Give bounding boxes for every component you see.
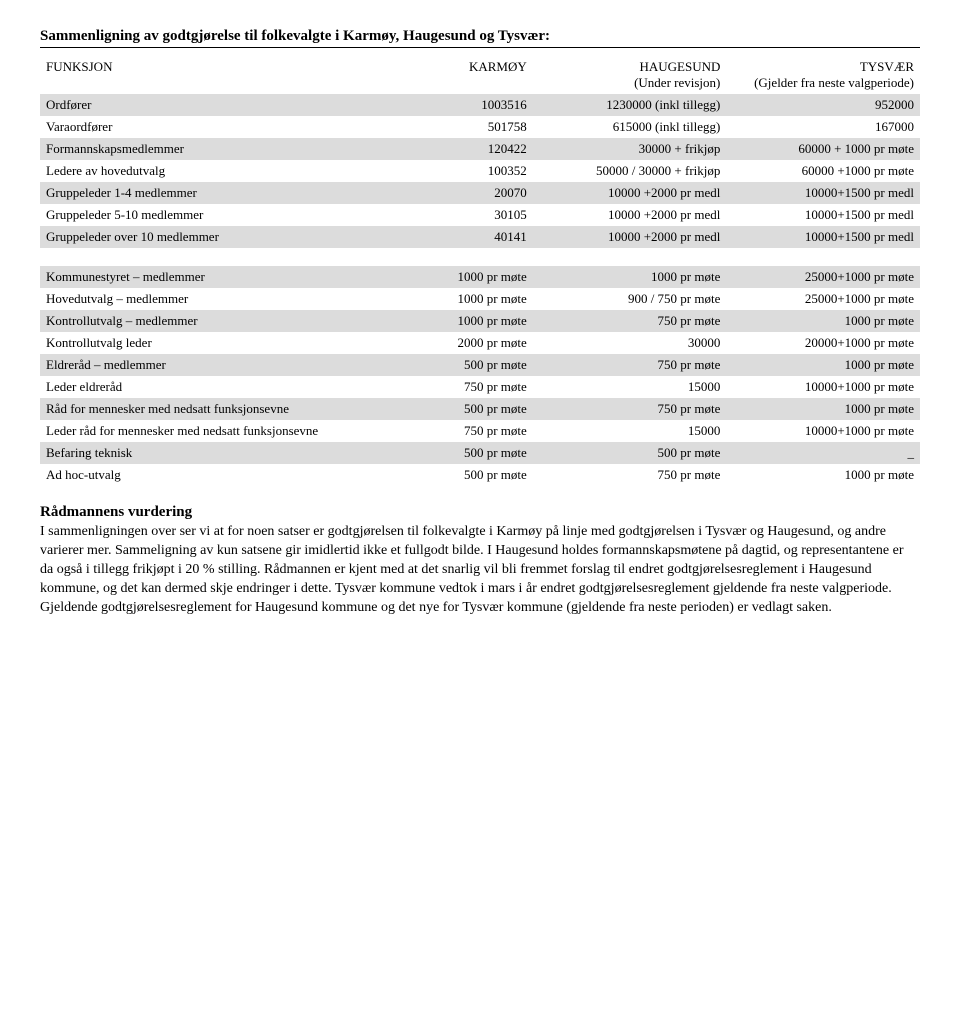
table-cell: 615000 (inkl tillegg) [533, 116, 727, 138]
table-cell: 501758 [410, 116, 533, 138]
comparison-table-1: FUNKSJON KARMØY HAUGESUND (Under revisjo… [40, 56, 920, 248]
col-tysvar: TYSVÆR (Gjelder fra neste valgperiode) [726, 56, 920, 94]
table-cell: 30000 + frikjøp [533, 138, 727, 160]
table-cell: 750 pr møte [533, 354, 727, 376]
table-cell: 1230000 (inkl tillegg) [533, 94, 727, 116]
table-cell: Hovedutvalg – medlemmer [40, 288, 410, 310]
table-cell: Ad hoc-utvalg [40, 464, 410, 486]
table-cell: Leder råd for mennesker med nedsatt funk… [40, 420, 410, 442]
table-cell: 1000 pr møte [726, 398, 920, 420]
table-cell: Kontrollutvalg leder [40, 332, 410, 354]
table-cell: 15000 [533, 420, 727, 442]
table-cell: 10000 +2000 pr medl [533, 226, 727, 248]
table-cell: 1000 pr møte [410, 310, 533, 332]
table-cell: 30105 [410, 204, 533, 226]
assessment-body: I sammenligningen over ser vi at for noe… [40, 523, 920, 617]
table-cell: 10000 +2000 pr medl [533, 182, 727, 204]
assessment-title: Rådmannens vurdering [40, 504, 920, 521]
table-cell: 25000+1000 pr møte [726, 288, 920, 310]
table-cell: 750 pr møte [533, 464, 727, 486]
table-row: Hovedutvalg – medlemmer1000 pr møte900 /… [40, 288, 920, 310]
table-cell: 1000 pr møte [726, 464, 920, 486]
table-cell: 500 pr møte [410, 354, 533, 376]
table-cell: Gruppeleder 5-10 medlemmer [40, 204, 410, 226]
table-cell: 167000 [726, 116, 920, 138]
comparison-table-2: Kommunestyret – medlemmer1000 pr møte100… [40, 266, 920, 486]
table-cell: 750 pr møte [533, 310, 727, 332]
table-row: Leder råd for mennesker med nedsatt funk… [40, 420, 920, 442]
table-row: Gruppeleder 5-10 medlemmer3010510000 +20… [40, 204, 920, 226]
table-row: Eldreråd – medlemmer500 pr møte750 pr mø… [40, 354, 920, 376]
table-cell: 952000 [726, 94, 920, 116]
table-row: Gruppeleder 1-4 medlemmer2007010000 +200… [40, 182, 920, 204]
table-cell: 500 pr møte [410, 442, 533, 464]
table-cell: 750 pr møte [410, 420, 533, 442]
table-cell: 10000+1000 pr møte [726, 420, 920, 442]
table-row: Kontrollutvalg leder2000 pr møte30000200… [40, 332, 920, 354]
table-cell: Befaring teknisk [40, 442, 410, 464]
table-row: Gruppeleder over 10 medlemmer4014110000 … [40, 226, 920, 248]
table-cell: 900 / 750 pr møte [533, 288, 727, 310]
table-cell: Formannskapsmedlemmer [40, 138, 410, 160]
table-cell: Råd for mennesker med nedsatt funksjonse… [40, 398, 410, 420]
col-haugesund: HAUGESUND (Under revisjon) [533, 56, 727, 94]
table-row: Leder eldreråd750 pr møte1500010000+1000… [40, 376, 920, 398]
table-row: Råd for mennesker med nedsatt funksjonse… [40, 398, 920, 420]
table-cell: 30000 [533, 332, 727, 354]
table-cell: 40141 [410, 226, 533, 248]
table-cell: 1000 pr møte [410, 288, 533, 310]
table-row: Ordfører10035161230000 (inkl tillegg)952… [40, 94, 920, 116]
table-row: Kommunestyret – medlemmer1000 pr møte100… [40, 266, 920, 288]
table-cell: 50000 / 30000 + frikjøp [533, 160, 727, 182]
table-cell: 500 pr møte [533, 442, 727, 464]
table-row: Varaordfører501758615000 (inkl tillegg)1… [40, 116, 920, 138]
page-title: Sammenligning av godtgjørelse til folkev… [40, 28, 920, 48]
table-row: Ad hoc-utvalg500 pr møte750 pr møte1000 … [40, 464, 920, 486]
table-cell: 15000 [533, 376, 727, 398]
table-cell: 500 pr møte [410, 398, 533, 420]
table-cell: 100352 [410, 160, 533, 182]
table-cell: 750 pr møte [533, 398, 727, 420]
table-cell: 1003516 [410, 94, 533, 116]
table-cell: Gruppeleder 1-4 medlemmer [40, 182, 410, 204]
table-cell: Ordfører [40, 94, 410, 116]
table-cell: 25000+1000 pr møte [726, 266, 920, 288]
table-cell: Gruppeleder over 10 medlemmer [40, 226, 410, 248]
table-cell: 1000 pr møte [410, 266, 533, 288]
table-cell: 10000+1500 pr medl [726, 204, 920, 226]
table-row: Kontrollutvalg – medlemmer1000 pr møte75… [40, 310, 920, 332]
table-cell: 120422 [410, 138, 533, 160]
table-cell: 750 pr møte [410, 376, 533, 398]
table-cell: 10000 +2000 pr medl [533, 204, 727, 226]
table-cell: 1000 pr møte [726, 354, 920, 376]
table-cell: 1000 pr møte [726, 310, 920, 332]
table-cell: Leder eldreråd [40, 376, 410, 398]
table-cell: 10000+1000 pr møte [726, 376, 920, 398]
col-funksjon: FUNKSJON [40, 56, 410, 94]
table-header-row: FUNKSJON KARMØY HAUGESUND (Under revisjo… [40, 56, 920, 94]
table-cell: Varaordfører [40, 116, 410, 138]
table-row: Ledere av hovedutvalg10035250000 / 30000… [40, 160, 920, 182]
col-karmoy: KARMØY [410, 56, 533, 94]
table-cell: Kommunestyret – medlemmer [40, 266, 410, 288]
table-cell: 60000 + 1000 pr møte [726, 138, 920, 160]
table-cell: Eldreråd – medlemmer [40, 354, 410, 376]
table-cell: _ [726, 442, 920, 464]
table-cell: 60000 +1000 pr møte [726, 160, 920, 182]
table-row: Formannskapsmedlemmer12042230000 + frikj… [40, 138, 920, 160]
table-cell: 500 pr møte [410, 464, 533, 486]
table-cell: Kontrollutvalg – medlemmer [40, 310, 410, 332]
table-row: Befaring teknisk500 pr møte500 pr møte_ [40, 442, 920, 464]
table-cell: 20070 [410, 182, 533, 204]
table-cell: 2000 pr møte [410, 332, 533, 354]
table-cell: Ledere av hovedutvalg [40, 160, 410, 182]
table-cell: 10000+1500 pr medl [726, 226, 920, 248]
table-cell: 10000+1500 pr medl [726, 182, 920, 204]
table-cell: 20000+1000 pr møte [726, 332, 920, 354]
table-cell: 1000 pr møte [533, 266, 727, 288]
